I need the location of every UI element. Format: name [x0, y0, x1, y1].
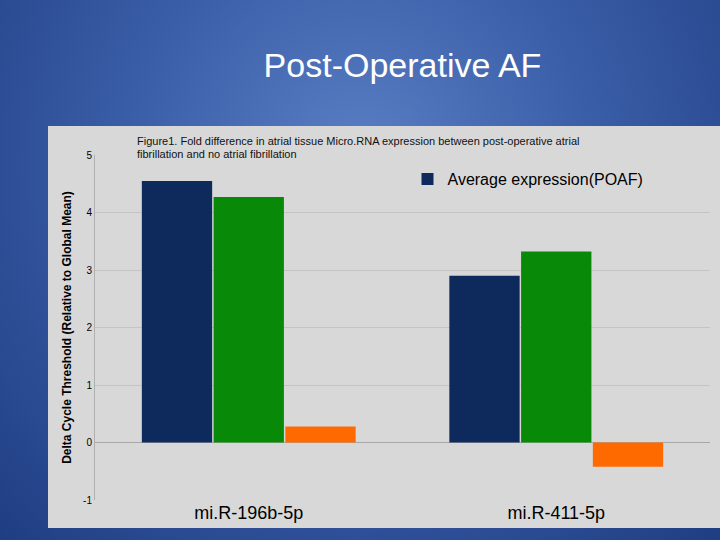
svg-text:1: 1	[86, 380, 92, 391]
svg-text:4: 4	[86, 207, 92, 218]
html-text:Figure1. Fold difference in at: Figure1. Fold difference in atrial tissu…	[137, 135, 580, 160]
svg-text:Delta Cycle Threshold (Relativ: Delta Cycle Threshold (Relative to Globa…	[60, 191, 74, 464]
svg-text:3: 3	[86, 265, 92, 276]
svg-text:Average expression(POAF): Average expression(POAF)	[448, 171, 643, 188]
svg-text:5: 5	[86, 150, 92, 161]
svg-text:2: 2	[86, 322, 92, 333]
svg-text:0: 0	[86, 437, 92, 448]
svg-text:-1: -1	[83, 495, 92, 506]
svg-text:mi.R-196b-5p: mi.R-196b-5p	[194, 503, 303, 523]
svg-text:mi.R-411-5p: mi.R-411-5p	[507, 503, 605, 523]
svg-text:Post-Operative AF: Post-Operative AF	[264, 46, 542, 84]
